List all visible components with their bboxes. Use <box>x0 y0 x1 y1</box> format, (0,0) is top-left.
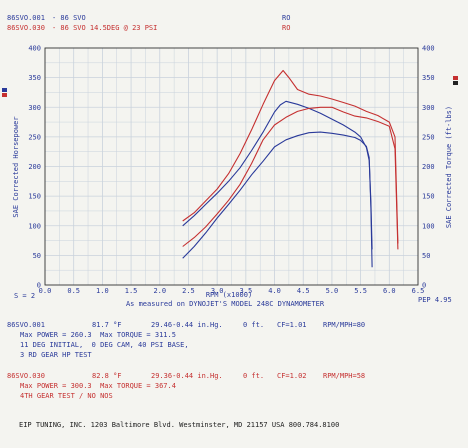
chart-axes <box>44 47 419 286</box>
run1-temp: 81.7 °F <box>92 321 122 329</box>
smoothing-label: S = 2 <box>14 292 35 300</box>
x-tick-label: 1.0 <box>96 287 109 295</box>
x-tick-label: 4.5 <box>297 287 310 295</box>
y-right-tick-label: 150 <box>422 193 435 201</box>
y-left-tick-label: 0 <box>37 282 41 290</box>
x-tick-label: 5.0 <box>326 287 339 295</box>
y-left-tick-label: 250 <box>28 133 41 141</box>
series-86svo-030-horsepower-line <box>182 106 399 250</box>
legend-run1-file: 86SVO.001 <box>7 14 45 22</box>
plot-frame <box>44 47 419 286</box>
x-tick-label: 5.5 <box>354 287 367 295</box>
y-right-tick-label: 400 <box>422 45 435 53</box>
x-tick-label: 0.0 <box>39 287 52 295</box>
run2-max-line: Max POWER = 300.3 Max TORQUE = 367.4 <box>20 382 176 390</box>
run2-note1: 4TH GEAR TEST / NO NOS <box>20 392 113 400</box>
x-tick-label: 0.5 <box>67 287 80 295</box>
run1-note1: 11 DEG INITIAL, 0 DEG CAM, 40 PSI BASE, <box>20 341 189 349</box>
chart-grid <box>44 47 419 286</box>
y-left-tick-label: 400 <box>28 45 41 53</box>
legend-run2-tag: RO <box>282 24 291 32</box>
x-tick-label: 6.5 <box>412 287 425 295</box>
y-right-tick-label: 350 <box>422 74 435 82</box>
y-left-tick-label: 200 <box>28 163 41 171</box>
x-tick-label: 4.0 <box>268 287 281 295</box>
series-86svo-001-torque-line <box>182 100 373 250</box>
run2-cf: CF=1.02 <box>277 372 307 380</box>
x-tick-label: 2.0 <box>153 287 166 295</box>
run2-file: 86SVO.030 <box>7 372 45 380</box>
x-tick-label: 3.0 <box>211 287 224 295</box>
footer-company: EIP TUNING, INC. 1203 Baltimore Blvd. We… <box>19 421 340 429</box>
y-right-tick-label: 200 <box>422 163 435 171</box>
right-dark-marker <box>453 81 458 85</box>
run1-max-line: Max POWER = 260.3 Max TORQUE = 311.5 <box>20 331 176 339</box>
y-right-tick-label: 100 <box>422 222 435 230</box>
series-86svo-030-torque-line <box>182 69 399 244</box>
legend-run1-tag: RO <box>282 14 291 22</box>
y-left-tick-label: 300 <box>28 104 41 112</box>
y-left-tick-label: 150 <box>28 193 41 201</box>
y-right-tick-label: 300 <box>422 104 435 112</box>
left-blue-marker <box>2 88 7 92</box>
run2-mode: RPM/MPH=58 <box>323 372 366 380</box>
x-tick-label: 1.5 <box>125 287 138 295</box>
left-red-marker <box>2 93 7 97</box>
run2-alt: 0 ft. <box>243 372 265 380</box>
legend-run2-desc: - 86 SVO 14.5DEG @ 23 PSI <box>52 24 158 32</box>
y-left-tick-label: 50 <box>33 252 41 260</box>
right-axis-label: SAE Corrected Torque (ft-lbs) <box>445 106 453 228</box>
run1-file: 86SVO.001 <box>7 321 45 329</box>
pep-label: PEP 4.95 <box>418 296 452 304</box>
chart-ticks: 0.0 0.5 1.0 1.5 2.0 2.5 3.0 3.5 4.0 4.5 5.0 5.5 6.0 6… <box>28 45 434 296</box>
x-tick-label: 2.5 <box>182 287 195 295</box>
run1-cf: CF=1.01 <box>277 321 307 329</box>
y-left-tick-label: 100 <box>28 222 41 230</box>
y-right-tick-label: 250 <box>422 133 435 141</box>
x-tick-label: 6.0 <box>383 287 396 295</box>
legend-run2-file: 86SVO.030 <box>7 24 45 32</box>
y-right-tick-label: 50 <box>422 252 430 260</box>
x-axis-label: RPM (x1000) <box>206 291 252 299</box>
run1-note2: 3 RD GEAR HP TEST <box>20 351 92 359</box>
y-right-tick-label: 0 <box>422 282 426 290</box>
left-axis-label: SAE Corrected Horsepower <box>12 116 20 217</box>
chart-series <box>182 69 399 268</box>
run2-baro: 29.36-0.44 in.Hg. <box>151 372 223 380</box>
legend-run1-desc: - 86 SVO <box>52 14 86 22</box>
run1-mode: RPM/MPH=80 <box>323 321 366 329</box>
chart-caption: As measured on DYNOJET'S MODEL 248C DYNA… <box>126 300 325 308</box>
y-left-tick-label: 350 <box>28 74 41 82</box>
run2-temp: 82.8 °F <box>92 372 122 380</box>
run1-baro: 29.46-0.44 in.Hg. <box>151 321 223 329</box>
x-tick-label: 3.5 <box>240 287 253 295</box>
right-red-marker <box>453 76 458 80</box>
run1-alt: 0 ft. <box>243 321 265 329</box>
